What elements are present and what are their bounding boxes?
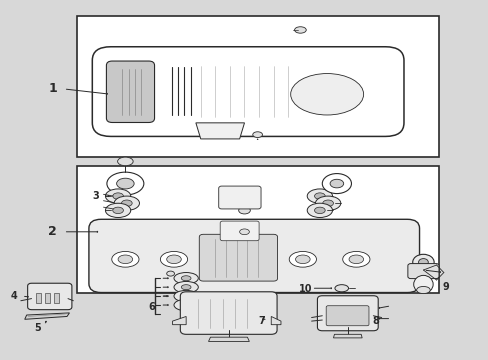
Text: 8: 8 xyxy=(371,316,378,326)
Ellipse shape xyxy=(113,193,123,199)
Ellipse shape xyxy=(314,207,325,213)
Ellipse shape xyxy=(174,291,198,302)
Text: 7: 7 xyxy=(258,316,264,326)
Ellipse shape xyxy=(166,271,174,276)
Ellipse shape xyxy=(412,254,433,270)
Ellipse shape xyxy=(181,294,191,298)
Ellipse shape xyxy=(306,189,332,203)
FancyBboxPatch shape xyxy=(180,292,277,334)
Ellipse shape xyxy=(413,275,432,293)
Polygon shape xyxy=(196,123,244,139)
Ellipse shape xyxy=(295,255,309,264)
FancyBboxPatch shape xyxy=(218,186,261,209)
Text: 1: 1 xyxy=(48,82,57,95)
Ellipse shape xyxy=(306,203,332,217)
Ellipse shape xyxy=(322,174,351,194)
Bar xyxy=(54,293,59,303)
Bar xyxy=(77,166,438,293)
FancyBboxPatch shape xyxy=(92,47,403,136)
Ellipse shape xyxy=(239,229,249,235)
Polygon shape xyxy=(25,313,69,319)
Ellipse shape xyxy=(117,157,133,166)
Polygon shape xyxy=(333,334,362,338)
Ellipse shape xyxy=(288,251,316,267)
Ellipse shape xyxy=(315,196,340,210)
Text: 5: 5 xyxy=(35,323,41,333)
Ellipse shape xyxy=(334,285,348,292)
Ellipse shape xyxy=(314,193,325,199)
FancyBboxPatch shape xyxy=(325,306,368,326)
Ellipse shape xyxy=(114,196,139,210)
Bar xyxy=(45,293,50,303)
Ellipse shape xyxy=(322,200,333,206)
Ellipse shape xyxy=(342,251,369,267)
Ellipse shape xyxy=(174,273,198,284)
Polygon shape xyxy=(172,316,186,325)
Bar xyxy=(36,293,41,303)
Text: 3: 3 xyxy=(93,191,100,201)
Polygon shape xyxy=(208,337,249,342)
Ellipse shape xyxy=(107,172,143,195)
Ellipse shape xyxy=(290,73,363,115)
Ellipse shape xyxy=(252,132,262,138)
Ellipse shape xyxy=(160,251,187,267)
FancyBboxPatch shape xyxy=(199,234,277,281)
FancyBboxPatch shape xyxy=(220,221,259,241)
FancyBboxPatch shape xyxy=(89,219,419,293)
FancyBboxPatch shape xyxy=(317,296,377,331)
Text: 10: 10 xyxy=(298,284,311,294)
Ellipse shape xyxy=(174,299,198,311)
Ellipse shape xyxy=(181,276,191,281)
Ellipse shape xyxy=(121,200,132,206)
FancyBboxPatch shape xyxy=(28,283,72,310)
Ellipse shape xyxy=(116,178,134,189)
Ellipse shape xyxy=(166,255,181,264)
Bar xyxy=(77,16,438,157)
Ellipse shape xyxy=(238,207,250,214)
Ellipse shape xyxy=(329,179,343,188)
Polygon shape xyxy=(271,316,281,325)
Ellipse shape xyxy=(113,207,123,213)
Ellipse shape xyxy=(181,302,191,307)
Ellipse shape xyxy=(416,287,429,294)
Ellipse shape xyxy=(118,255,132,264)
Text: 6: 6 xyxy=(148,302,155,312)
Ellipse shape xyxy=(181,285,191,290)
Ellipse shape xyxy=(174,282,198,293)
FancyBboxPatch shape xyxy=(407,264,438,279)
Ellipse shape xyxy=(294,27,305,33)
Ellipse shape xyxy=(105,189,130,203)
Text: 2: 2 xyxy=(48,225,57,238)
Ellipse shape xyxy=(348,255,363,264)
Ellipse shape xyxy=(418,258,427,266)
Text: 4: 4 xyxy=(10,291,17,301)
Ellipse shape xyxy=(105,203,130,217)
Text: 9: 9 xyxy=(442,282,449,292)
FancyBboxPatch shape xyxy=(106,61,154,122)
Ellipse shape xyxy=(112,251,139,267)
